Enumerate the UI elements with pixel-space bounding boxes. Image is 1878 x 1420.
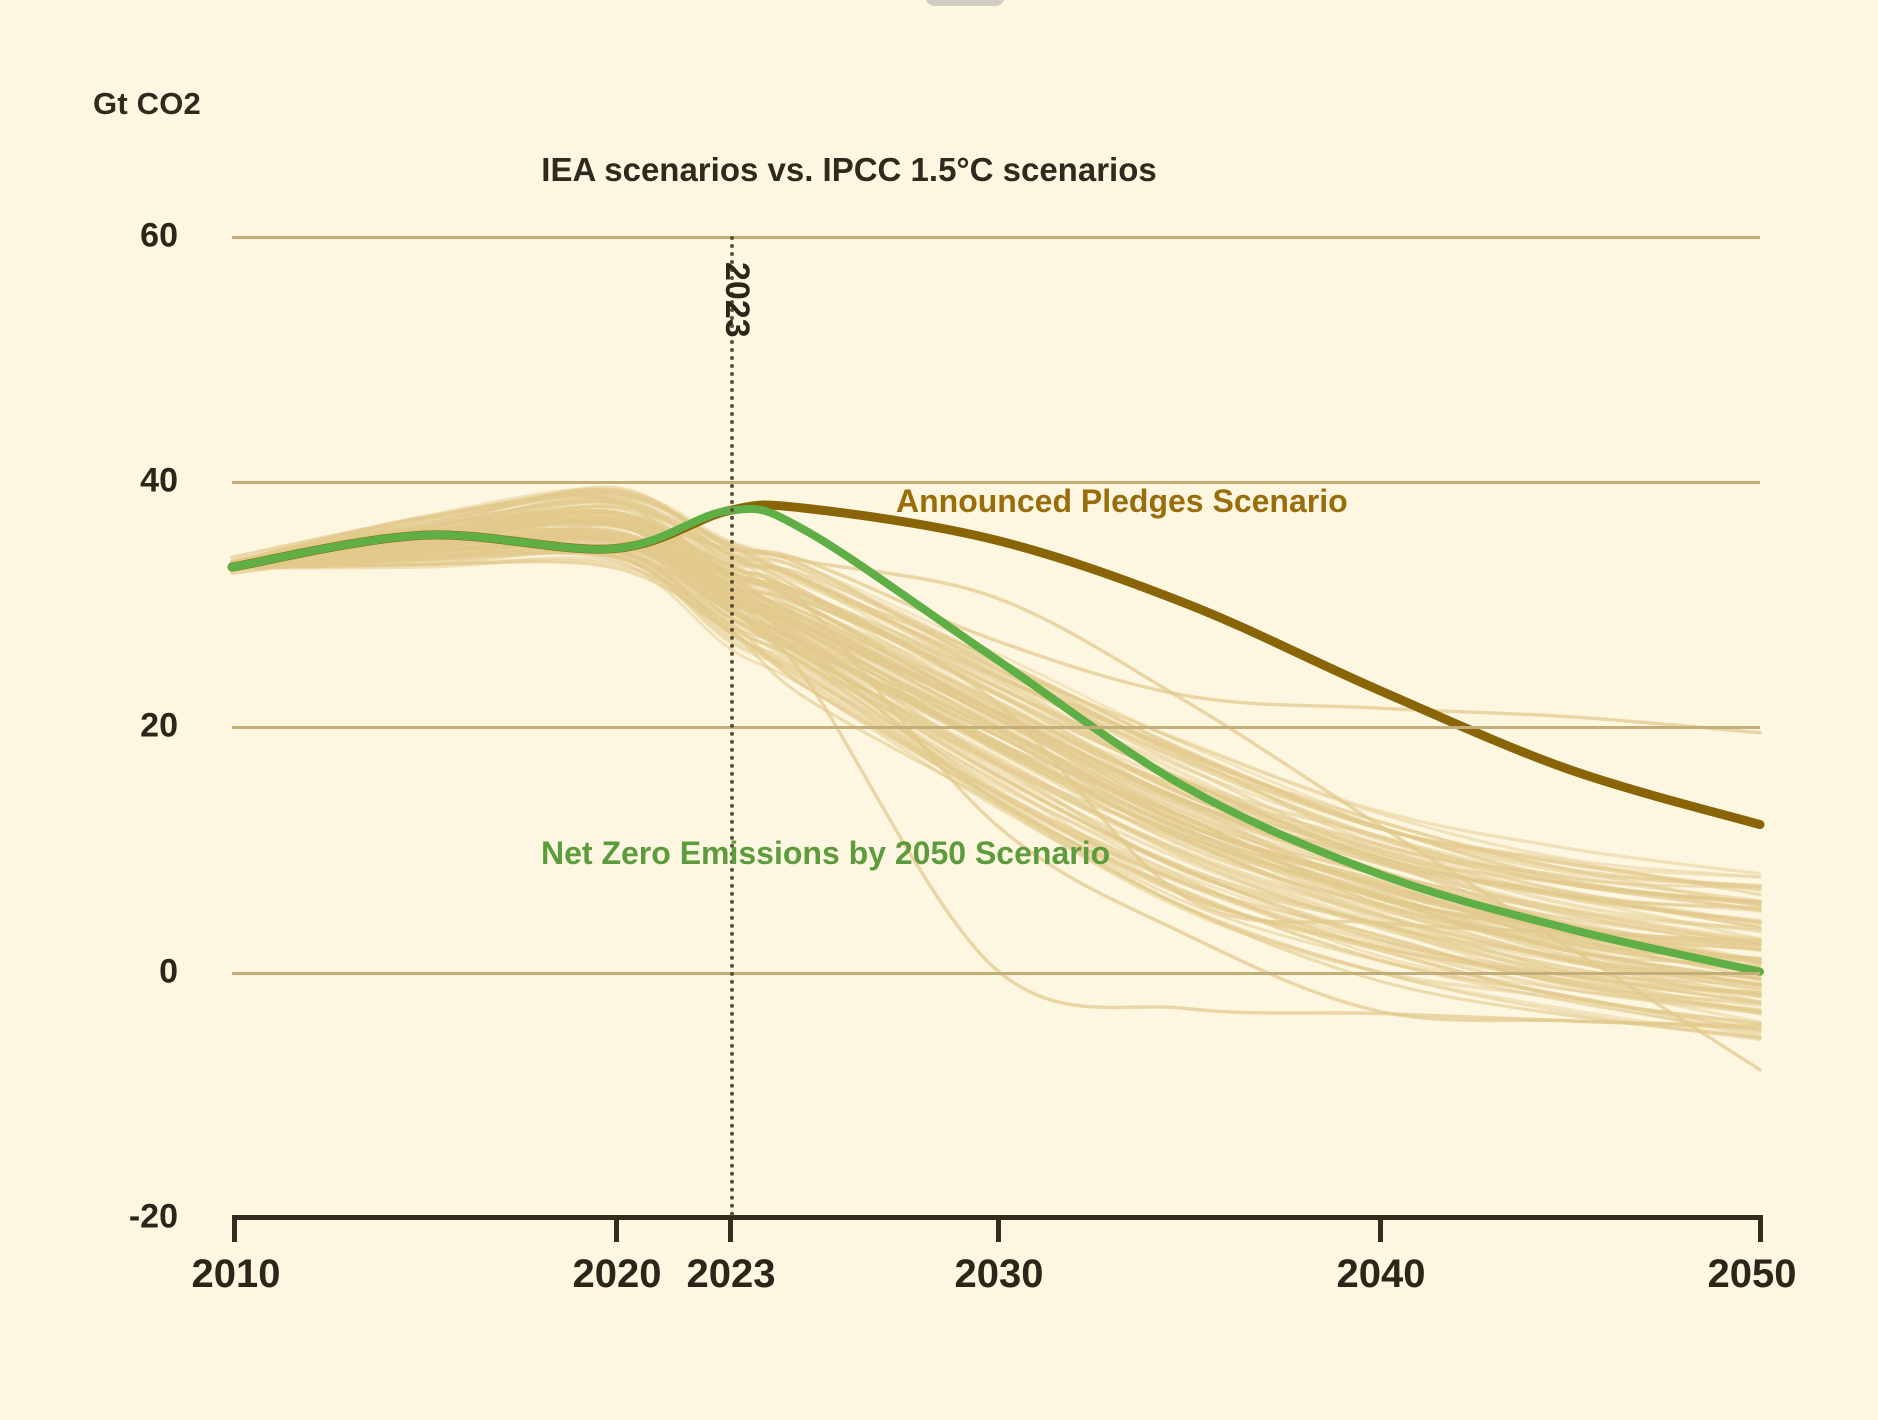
y-tick-60: 60: [140, 216, 178, 255]
x-tick-label-2040: 2040: [1336, 1252, 1426, 1296]
ipcc-scenario-path-outlier: [230, 503, 1762, 943]
gridline-40: [232, 481, 1760, 484]
ipcc-ensemble-paths: [230, 485, 1762, 1072]
x-tick-label-2023: 2023: [686, 1252, 776, 1296]
net-zero-label: Net Zero Emissions by 2050 Scenario: [541, 835, 1111, 871]
y-tick-40: 40: [140, 461, 178, 500]
ipcc-scenario-path-outlier: [230, 494, 1762, 1030]
ipcc-scenario-path: [230, 487, 1762, 879]
ipcc-scenario-path-outlier: [230, 509, 1762, 1033]
ipcc-scenario-path-outlier: [230, 515, 1762, 1028]
x-tick-2020: [614, 1215, 619, 1242]
net-zero-line: [228, 504, 1764, 976]
y-tick-minus-20: -20: [128, 1197, 178, 1236]
y-tick-20: 20: [140, 706, 178, 745]
announced-pledges-label: Announced Pledges Scenario: [896, 483, 1348, 519]
x-tick-2010: [232, 1215, 237, 1242]
x-tick-label-2020: 2020: [572, 1252, 662, 1296]
x-tick-2030: [996, 1215, 1001, 1242]
x-tick-2023: [728, 1215, 733, 1242]
x-tick-2050: [1758, 1215, 1763, 1242]
y-axis-unit-label: Gt CO2: [93, 86, 201, 121]
y-tick-0: 0: [159, 952, 178, 991]
x-tick-label-2010: 2010: [191, 1252, 281, 1296]
x-tick-label-2030: 2030: [954, 1252, 1044, 1296]
gridline-60: [232, 236, 1760, 239]
year-marker-line-2023: [730, 236, 734, 1217]
year-marker-label-2023: 2023: [718, 262, 756, 338]
gridline-20: [232, 726, 1760, 729]
ipcc-scenario-path: [230, 508, 1762, 912]
ipcc-scenario-path: [230, 505, 1762, 913]
ipcc-scenario-path-outlier: [230, 491, 1762, 1072]
x-tick-2040: [1378, 1215, 1383, 1242]
gridline-0: [232, 972, 1760, 975]
x-tick-label-2050: 2050: [1707, 1252, 1797, 1296]
window-handle-nub: [925, 0, 1005, 6]
chart-title: IEA scenarios vs. IPCC 1.5°C scenarios: [541, 151, 1157, 188]
plot-area: [232, 236, 1760, 1217]
